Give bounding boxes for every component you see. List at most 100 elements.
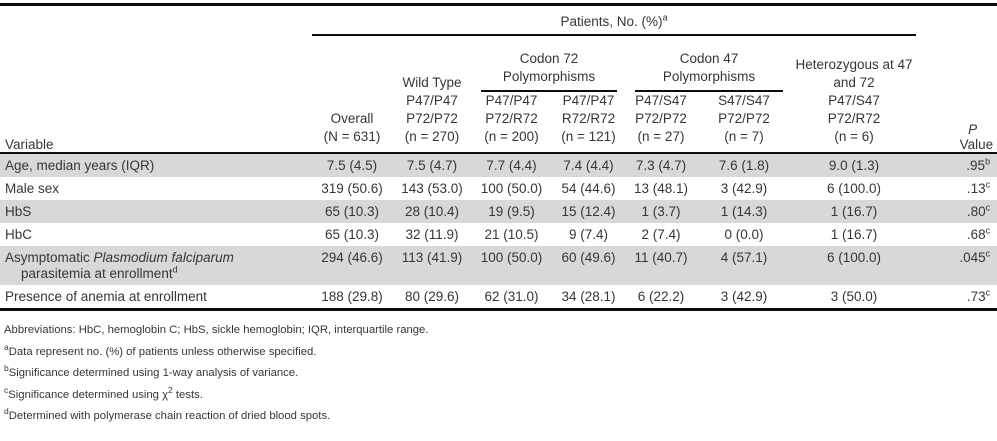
footnote-sup: b [4,363,9,374]
spanner-patients: Patients, No. (%)a [312,4,917,36]
footnote-text: Significance determined using 1-way anal… [8,367,299,379]
group-header-codon72-label: Codon 72 Polymorphisms [481,50,617,92]
column-header-p47p47-r72r72: P47/P47 R72/R72 (n = 121) [551,92,626,154]
column-header-overall: Overall (N = 631) [312,35,392,154]
p-value-sup: c [985,248,991,259]
p-value-cell: .73c [916,285,997,311]
p-value-text: .045 [959,250,986,265]
data-cell: 1 (14.3) [720,204,768,219]
variable-header-label: Variable [5,137,54,152]
p-value-cell: .68c [916,223,997,246]
row-label-line1: Asymptomatic Plasmodium falciparum [5,250,312,266]
header-line: P47/P47 [485,93,538,108]
data-cell: 100 (50.0) [480,181,543,196]
header-line: (n = 7) [724,129,764,144]
column-header-p47p47-p72r72: P47/P47 P72/R72 (n = 200) [472,92,551,154]
row-label-sup: d [172,264,178,275]
data-cell: 294 (46.6) [321,250,383,265]
data-cell: 0 (0.0) [724,227,764,242]
data-cell: 1 (16.7) [830,227,878,242]
data-cell: 65 (10.3) [324,204,380,219]
p-value-cell: .13c [916,177,997,200]
p-value-text: .68 [966,227,986,242]
data-cell: 54 (44.6) [561,181,616,196]
data-cell: 7.5 (4.5) [326,158,378,173]
row-label-text: HbC [5,227,33,242]
header-line: Codon 47 [679,51,739,66]
header-line: P47/S47 [828,93,880,108]
header-line: (n = 270) [404,129,460,144]
header-line: (N = 631) [323,129,381,144]
data-cell: 11 (40.7) [634,250,688,265]
row-label: HbS [0,200,312,223]
row-label: HbC [0,223,312,246]
row-label-text: HbS [5,204,32,219]
data-cell: 6 (100.0) [827,250,882,265]
column-header-heterozygous: Heterozygous at 47 and 72 P47/S47 P72/R7… [792,35,917,154]
header-line: Heterozygous at 47 [795,57,913,72]
header-line: P47/P47 [406,93,458,108]
data-cell: 3 (42.9) [696,285,792,311]
p-value-text: .13 [966,181,986,196]
data-cell: 1 (16.7) [830,204,878,219]
patients-table: Variable Patients, No. (%)a P Value Over… [0,3,997,311]
header-line: P72/P72 [635,111,687,126]
header-line: P72/P72 [406,111,458,126]
p-value-cell: .95b [916,153,997,177]
footnote-a: aData represent no. (%) of patients unle… [4,342,997,364]
header-line: P72/R72 [485,111,538,126]
data-cell: 319 (50.6) [321,181,383,196]
footnote-text: Data represent no. (%) of patients unles… [8,345,317,358]
row-label-text: Male sex [5,181,60,196]
row-label-line2: parasitemia at enrollmentd [5,264,312,282]
column-header-variable: Variable [0,4,312,154]
group-header-codon47-label: Codon 47 Polymorphisms [635,50,783,92]
header-line: Wild Type [402,75,462,90]
row-label: Male sex [0,177,312,200]
data-cell: 21 (10.5) [484,227,539,242]
data-cell: 7.4 (4.4) [563,158,614,173]
spanner-row: Variable Patients, No. (%)a P Value [0,4,997,154]
data-cell: 62 (31.0) [472,285,551,311]
row-label-text: parasitemia at enrollment [21,266,173,281]
data-cell: 4 (57.1) [720,250,768,265]
p-value-header-line2: Value [959,137,994,152]
p-value-sup: c [985,225,991,236]
spanner-label: Patients, No. (%) [560,14,663,29]
data-cell: 7.6 (1.8) [718,158,770,173]
table-row-asymptomatic-parasitemia: Asymptomatic Plasmodium falciparum paras… [0,246,997,285]
row-label: Presence of anemia at enrollment [0,285,312,311]
footnote-c: cSignificance determined using χ2 tests. [4,385,997,407]
header-line: Codon 72 [519,51,579,66]
data-cell: 113 (41.9) [401,250,463,265]
table-row-age: Age, median years (IQR) 7.5 (4.5) 7.5 (4… [0,153,997,177]
table-header: Variable Patients, No. (%)a P Value Over… [0,4,997,154]
data-cell: 100 (50.0) [480,250,543,265]
group-header-codon47: Codon 47 Polymorphisms [626,35,792,92]
header-line: (n = 121) [561,129,616,144]
table-body: Age, median years (IQR) 7.5 (4.5) 7.5 (4… [0,153,997,311]
group-header-codon72: Codon 72 Polymorphisms [472,35,626,92]
footnote-sup: d [4,406,9,417]
data-cell: 80 (29.6) [392,285,472,311]
row-label-text: Presence of anemia at enrollment [5,289,207,304]
footnote-d: dDetermined with polymerase chain reacti… [4,406,997,428]
footnote-sup: a [4,341,9,352]
header-line: and 72 [833,75,875,90]
data-cell: 188 (29.8) [312,285,392,311]
column-header-s47s47-p72p72: S47/S47 P72/P72 (n = 7) [696,92,792,154]
p-value-text: .95 [966,158,986,173]
p-value-sup: c [985,202,991,213]
column-header-wild-type: Wild Type P47/P47 P72/P72 (n = 270) [392,35,472,154]
column-header-p47s47-p72p72: P47/S47 P72/P72 (n = 27) [626,92,696,154]
data-cell: 7.3 (4.7) [635,158,687,173]
data-cell: 3 (50.0) [792,285,917,311]
data-cell: 28 (10.4) [404,204,460,219]
page: Variable Patients, No. (%)a P Value Over… [0,3,997,428]
header-line: P72/R72 [827,111,881,126]
data-cell: 9 (7.4) [568,227,609,242]
data-cell: 7.5 (4.7) [406,158,458,173]
header-line: (n = 27) [637,129,685,144]
table-row-hbc: HbC 65 (10.3) 32 (11.9) 21 (10.5) 9 (7.4… [0,223,997,246]
spanner-sup: a [662,12,668,23]
